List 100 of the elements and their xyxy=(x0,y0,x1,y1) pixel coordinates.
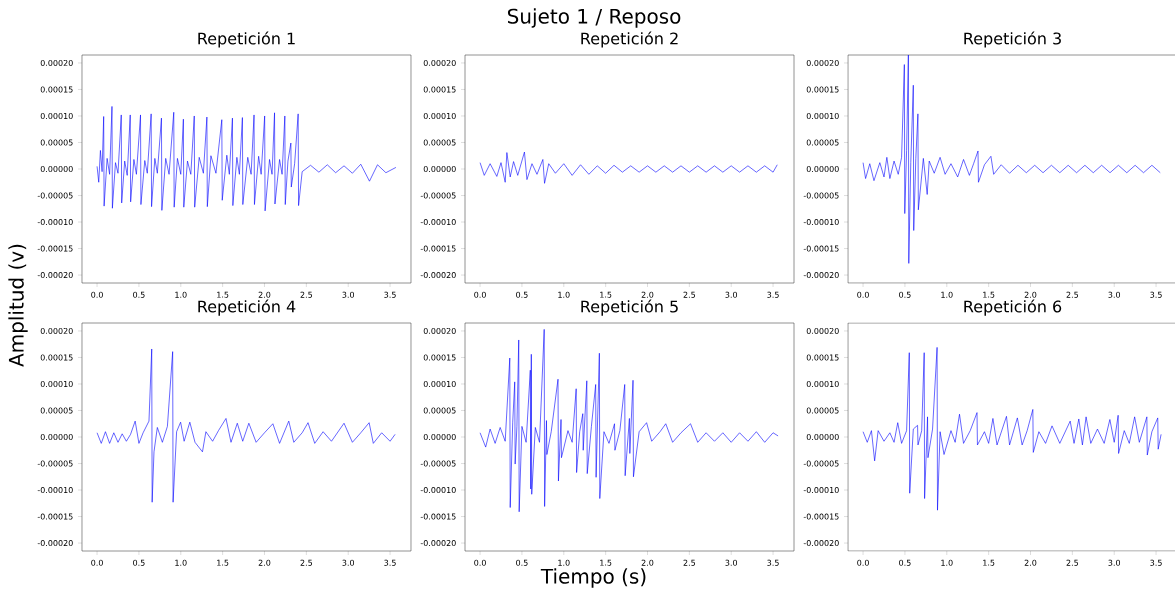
x-tick-label: 1.5 xyxy=(983,559,995,566)
y-tick-label: 0.00020 xyxy=(40,59,73,66)
y-tick-label: 0.00020 xyxy=(40,327,73,334)
x-tick-label: 1.5 xyxy=(983,291,995,298)
x-tick-label: 2.5 xyxy=(300,291,313,298)
y-tick-label: 0.00005 xyxy=(40,407,73,414)
y-tick-label: -0.00005 xyxy=(37,460,73,467)
y-tick-label: 0.00015 xyxy=(423,86,456,93)
chart-subtitle: Repetición 1 xyxy=(198,31,295,48)
x-tick-label: 0.5 xyxy=(133,291,145,298)
x-tick-label: 0.0 xyxy=(474,559,486,566)
x-tick-label: 2.0 xyxy=(258,559,271,566)
y-tick-label: 0.00010 xyxy=(806,112,839,119)
x-tick-label: 1.0 xyxy=(558,559,570,566)
y-tick-label: -0.00020 xyxy=(420,272,456,279)
y-tick-label: -0.00015 xyxy=(803,513,839,520)
y-tick-label: 0.00000 xyxy=(806,165,839,173)
y-tick-label: 0.00010 xyxy=(806,380,839,387)
y-tick-label: 0.00000 xyxy=(423,165,456,173)
x-tick-label: 2.5 xyxy=(1066,291,1079,298)
y-tick-label: 0.00020 xyxy=(423,327,456,334)
x-tick-label: 0.5 xyxy=(899,291,911,298)
x-tick-label: 1.5 xyxy=(600,291,612,298)
line-series xyxy=(96,348,396,503)
x-tick-label: 3.0 xyxy=(725,291,738,298)
x-tick-label: 2.0 xyxy=(1024,291,1037,298)
y-axis-title: Amplitud (v) xyxy=(8,244,28,367)
line-series xyxy=(862,347,1162,511)
x-tick-label: 2.5 xyxy=(1066,559,1079,566)
x-tick-label: 0.5 xyxy=(899,559,911,566)
x-tick-label: 2.0 xyxy=(1024,559,1037,566)
y-tick-label: -0.00020 xyxy=(37,540,73,547)
y-tick-label: -0.00020 xyxy=(420,540,456,547)
y-tick-label: 0.00010 xyxy=(423,380,456,387)
x-tick-label: 3.0 xyxy=(1108,559,1121,566)
x-tick-label: 1.5 xyxy=(217,291,229,298)
chart-subtitle: Repetición 5 xyxy=(581,299,678,316)
y-tick-label: -0.00015 xyxy=(420,245,456,252)
y-tick-label: 0.00020 xyxy=(423,59,456,66)
x-tick-label: 2.0 xyxy=(641,559,654,566)
x-tick-label: 2.5 xyxy=(683,291,696,298)
y-tick-label: -0.00020 xyxy=(803,540,839,547)
x-tick-label: 0.0 xyxy=(857,291,869,298)
y-tick-label: 0.00020 xyxy=(806,59,839,66)
y-tick-label: 0.00010 xyxy=(40,112,73,119)
y-tick-label: -0.00005 xyxy=(803,460,839,467)
y-tick-label: -0.00005 xyxy=(420,192,456,199)
line-series xyxy=(96,106,397,212)
y-tick-label: 0.00015 xyxy=(40,354,73,361)
y-tick-label: 0.00005 xyxy=(40,139,73,146)
x-tick-label: 3.5 xyxy=(384,291,396,298)
y-tick-label: -0.00010 xyxy=(420,219,456,226)
x-tick-label: 3.5 xyxy=(384,559,396,566)
chart-subtitle: Repetición 6 xyxy=(964,299,1062,316)
y-tick-label: -0.00020 xyxy=(37,272,73,279)
chart-subtitle: Repetición 4 xyxy=(198,299,296,316)
y-tick-label: 0.00005 xyxy=(423,407,456,414)
chart-subtitle: Repetición 2 xyxy=(581,31,678,48)
line-series xyxy=(479,151,778,184)
y-tick-label: -0.00005 xyxy=(420,460,456,467)
y-tick-label: -0.00005 xyxy=(803,192,839,199)
x-tick-label: 2.5 xyxy=(683,559,696,566)
x-tick-label: 1.0 xyxy=(941,291,953,298)
x-tick-label: 3.0 xyxy=(342,291,355,298)
x-tick-label: 3.5 xyxy=(767,559,779,566)
x-tick-label: 1.5 xyxy=(217,559,229,566)
x-tick-label: 3.5 xyxy=(1150,559,1162,566)
x-tick-label: 1.0 xyxy=(175,559,187,566)
y-tick-label: -0.00015 xyxy=(420,513,456,520)
y-tick-label: -0.00015 xyxy=(37,513,73,520)
chart-title: Sujeto 1 / Reposo xyxy=(507,8,681,28)
x-tick-label: 1.0 xyxy=(558,291,570,298)
x-tick-label: 2.0 xyxy=(258,291,271,298)
y-tick-label: 0.00010 xyxy=(40,380,73,387)
y-tick-label: -0.00020 xyxy=(803,272,839,279)
y-tick-label: 0.00015 xyxy=(40,86,73,93)
x-tick-label: 0.0 xyxy=(91,291,103,298)
y-tick-label: -0.00005 xyxy=(37,192,73,199)
x-tick-label: 3.5 xyxy=(1150,291,1162,298)
y-tick-label: -0.00015 xyxy=(803,245,839,252)
y-tick-label: 0.00010 xyxy=(423,112,456,119)
x-tick-label: 1.5 xyxy=(600,559,612,566)
line-series xyxy=(479,329,779,513)
x-tick-label: 3.0 xyxy=(1108,291,1121,298)
y-tick-label: 0.00000 xyxy=(40,165,73,173)
line-series xyxy=(862,55,1161,264)
y-tick-label: 0.00015 xyxy=(423,354,456,361)
x-tick-label: 3.0 xyxy=(342,559,355,566)
y-tick-label: 0.00015 xyxy=(806,354,839,361)
y-tick-label: 0.00015 xyxy=(806,86,839,93)
x-tick-label: 2.0 xyxy=(641,291,654,298)
x-tick-label: 2.5 xyxy=(300,559,313,566)
x-tick-label: 1.0 xyxy=(175,291,187,298)
x-tick-label: 3.0 xyxy=(725,559,738,566)
y-tick-label: -0.00010 xyxy=(37,219,73,226)
y-tick-label: 0.00000 xyxy=(40,433,73,441)
y-tick-label: 0.00020 xyxy=(806,327,839,334)
chart-subtitle: Repetición 3 xyxy=(964,31,1061,48)
y-tick-label: 0.00000 xyxy=(806,433,839,441)
x-tick-label: 0.5 xyxy=(516,559,528,566)
